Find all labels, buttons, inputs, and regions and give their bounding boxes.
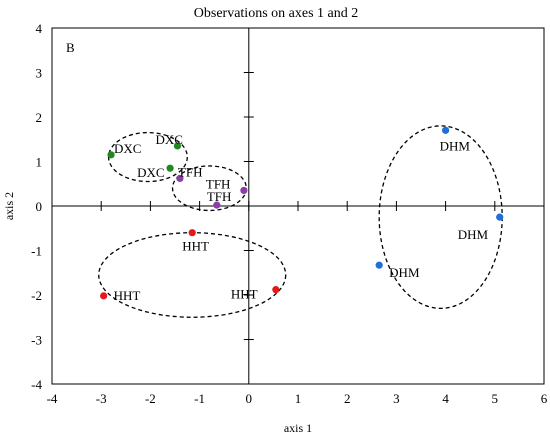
x-axis-title: axis 1: [284, 421, 312, 435]
axes-layer: -4 -3 -2 -1 0 1 2 3 4 5 6 -4 -3 -2 -1 0 1 2 3 4: [31, 21, 548, 406]
y-tick-label: 0: [36, 199, 43, 214]
point-label-dhm: DHM: [389, 265, 420, 280]
point-label-tfh: TFH: [206, 176, 231, 191]
chart-title: Observations on axes 1 and 2: [194, 6, 358, 21]
y-tick-label: 3: [36, 66, 43, 81]
x-tick-label: 5: [492, 391, 499, 406]
x-tick-label: 6: [541, 391, 548, 406]
point-dxc: [166, 164, 174, 172]
ellipse-layer: [98, 125, 503, 318]
point-label-hht: HHT: [182, 239, 209, 254]
y-tick-label: -3: [31, 333, 42, 348]
point-label-dxc: DXC: [114, 141, 141, 156]
point-tfh: [213, 201, 221, 209]
point-label-dhm: DHM: [440, 138, 471, 153]
point-label-hht: HHT: [114, 288, 141, 303]
point-label-dxc: DXC: [137, 165, 164, 180]
point-hht: [100, 292, 108, 300]
point-dhm: [375, 261, 383, 269]
point-tfh: [176, 174, 184, 183]
x-tick-label: -4: [47, 391, 58, 406]
x-tick-label: 1: [295, 391, 302, 406]
x-tick-label: -2: [145, 391, 156, 406]
y-tick-label: 4: [36, 21, 43, 36]
point-hht: [272, 286, 280, 294]
point-dxc: [173, 142, 182, 150]
x-tick-label: -1: [194, 391, 205, 406]
point-dxc: [107, 151, 115, 159]
y-tick-label: 2: [36, 110, 43, 125]
point-tfh: [240, 186, 248, 195]
point-hht: [188, 229, 196, 237]
point-label-tfh: TFH: [178, 164, 203, 179]
x-tick-label: 3: [393, 391, 400, 406]
point-label-dxc: DXC: [155, 132, 182, 147]
y-tick-label: -4: [31, 377, 42, 392]
x-tick-label: 2: [344, 391, 351, 406]
point-label-tfh: TFH: [207, 189, 232, 204]
point-label-hht: HHT: [231, 287, 258, 302]
x-tick-label: 0: [246, 391, 253, 406]
x-tick-label: -3: [96, 391, 107, 406]
y-tick-label: -1: [31, 244, 42, 259]
x-tick-label: 4: [442, 391, 449, 406]
point-dhm: [496, 213, 504, 221]
point-dhm: [442, 126, 450, 134]
point-label-dhm: DHM: [458, 227, 489, 242]
y-tick-label: -2: [31, 288, 42, 303]
panel-label: B: [66, 40, 75, 55]
y-axis-title: axis 2: [2, 192, 16, 220]
points-layer: [100, 126, 504, 300]
y-tick-label: 1: [36, 155, 43, 170]
